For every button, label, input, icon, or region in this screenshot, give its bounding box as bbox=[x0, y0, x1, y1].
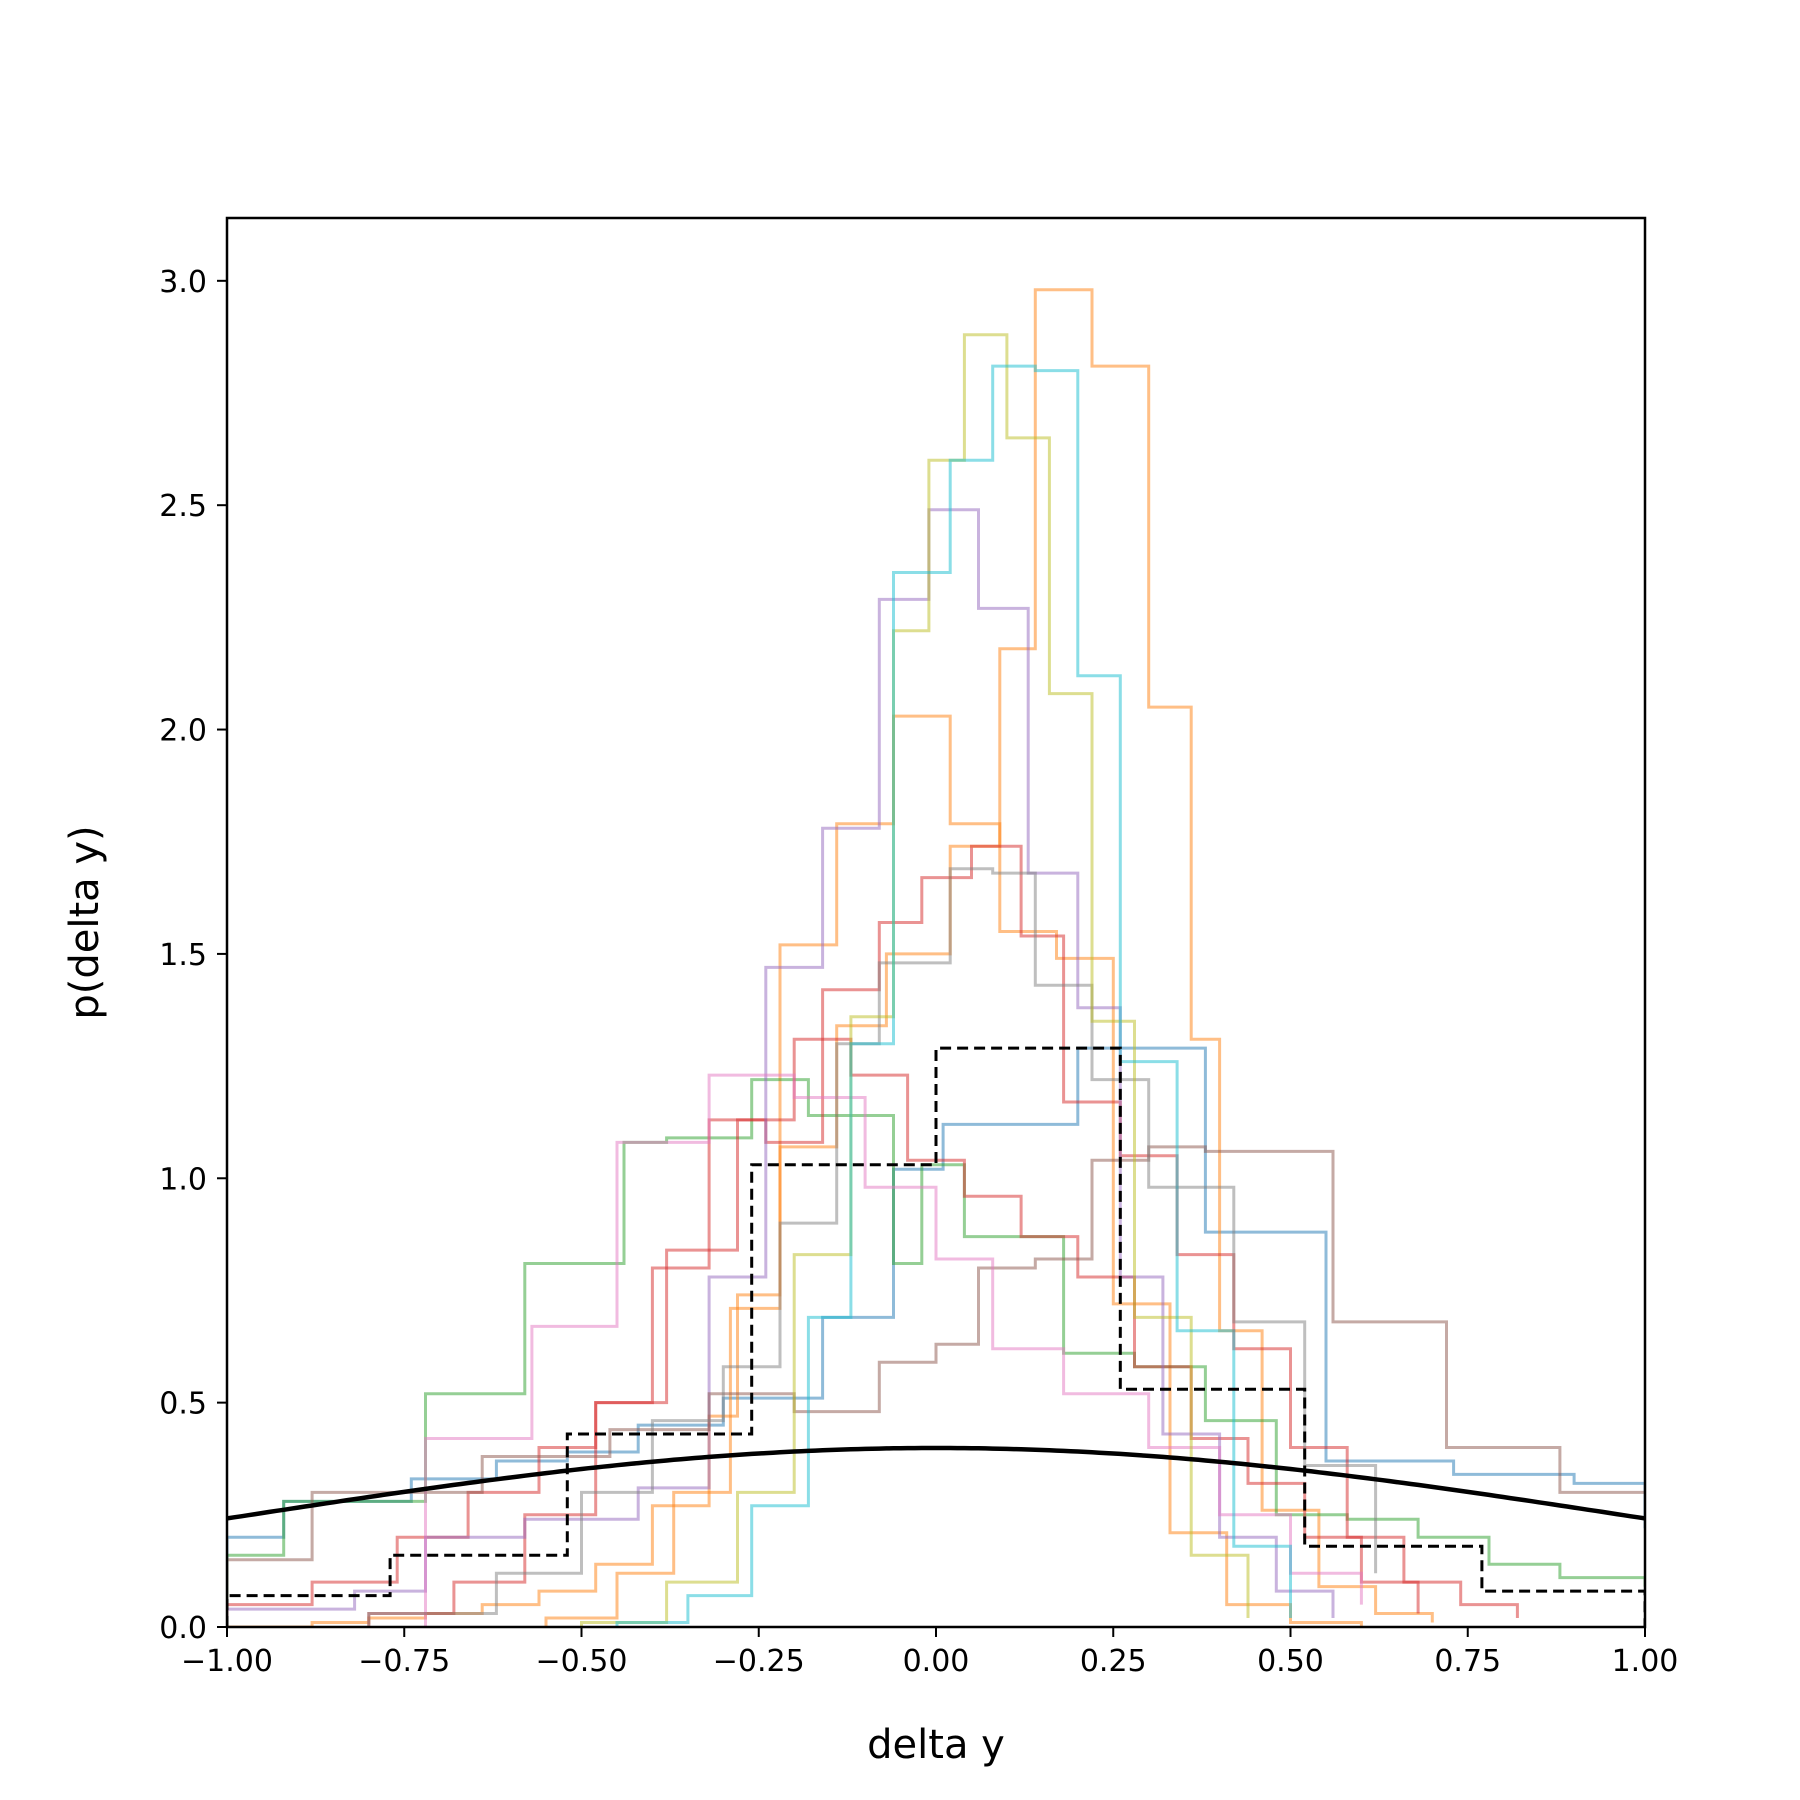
histogram-series-11 bbox=[580, 333, 1250, 1627]
y-tick-label: 0.5 bbox=[159, 1387, 207, 1422]
y-tick-label: 2.5 bbox=[159, 489, 207, 524]
y-tick-label: 3.0 bbox=[159, 265, 207, 300]
histogram-series-3 bbox=[544, 714, 1363, 1627]
plot-frame bbox=[225, 216, 1647, 1629]
normal-pdf-curve bbox=[227, 1445, 1645, 1521]
histogram-series-10 bbox=[367, 867, 1378, 1627]
y-tick-label: 1.5 bbox=[159, 938, 207, 973]
y-axis: 0.0 0.5 1.0 1.5 2.0 2.5 3.0 bbox=[159, 265, 227, 1646]
histogram-series-12 bbox=[615, 364, 1292, 1627]
x-tick-label: −0.25 bbox=[713, 1644, 805, 1679]
y-tick-label: 2.0 bbox=[159, 714, 207, 749]
histogram-series-2 bbox=[227, 288, 1434, 1627]
histogram-series-4 bbox=[227, 1078, 1645, 1627]
histogram-series-5 bbox=[227, 844, 1519, 1627]
y-tick-label: 0.0 bbox=[159, 1611, 207, 1646]
x-axis-label: delta y bbox=[867, 1722, 1005, 1768]
plot-area bbox=[227, 288, 1645, 1627]
x-tick-label: 0.75 bbox=[1434, 1644, 1501, 1679]
histogram-series-7 bbox=[227, 508, 1335, 1627]
y-axis-label: p(delta y) bbox=[62, 825, 108, 1019]
x-tick-label: −0.50 bbox=[536, 1644, 628, 1679]
x-tick-label: −1.00 bbox=[181, 1644, 273, 1679]
y-tick-label: 1.0 bbox=[159, 1162, 207, 1197]
reference-histogram-dashed bbox=[227, 1046, 1645, 1627]
x-tick-label: 0.50 bbox=[1257, 1644, 1324, 1679]
histogram-series-8 bbox=[227, 1145, 1645, 1627]
histogram-series-9 bbox=[424, 1073, 1363, 1627]
x-tick-label: −0.75 bbox=[358, 1644, 450, 1679]
x-tick-label: 0.00 bbox=[903, 1644, 970, 1679]
histogram-series-1 bbox=[227, 1046, 1645, 1627]
x-axis: −1.00 −0.75 −0.50 −0.25 0.00 0.25 0.50 0.75 1.00 bbox=[181, 1627, 1678, 1679]
x-tick-label: 1.00 bbox=[1612, 1644, 1679, 1679]
x-tick-label: 0.25 bbox=[1080, 1644, 1147, 1679]
